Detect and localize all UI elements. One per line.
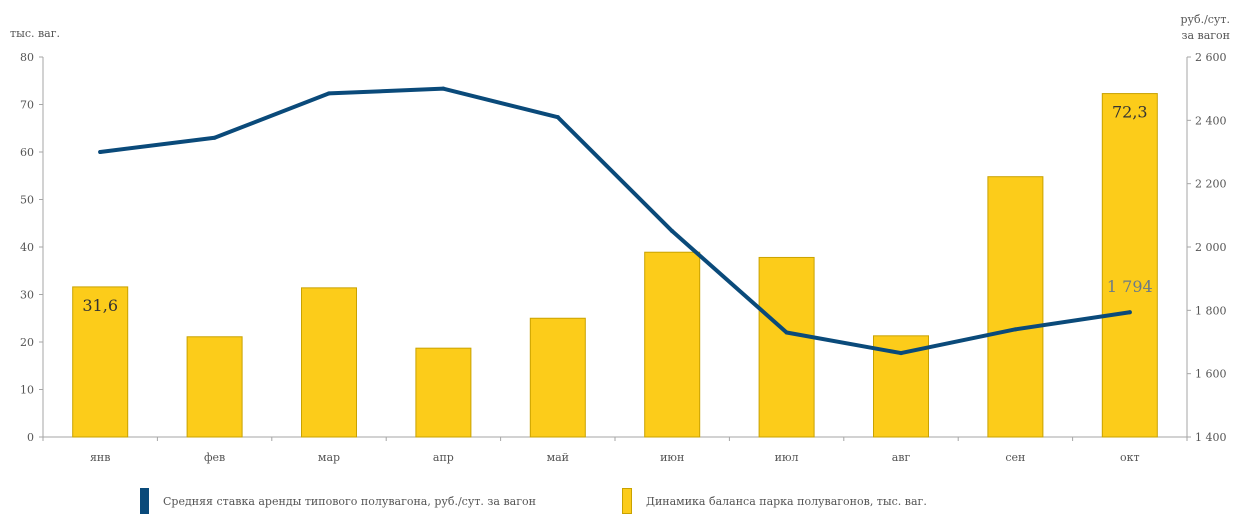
- line-point: [555, 115, 560, 120]
- left-axis-unit: тыс. ваг.: [10, 27, 60, 40]
- left-tick-label: 40: [20, 241, 34, 254]
- left-tick-label: 10: [20, 384, 34, 397]
- x-tick-label: янв: [90, 451, 110, 464]
- bar: [415, 347, 472, 438]
- bar: [72, 286, 129, 438]
- line-point: [1127, 310, 1132, 315]
- right-tick-label: 2 400: [1195, 114, 1227, 127]
- line-point: [212, 135, 217, 140]
- left-tick-label: 60: [20, 146, 34, 159]
- data-label: 1 794: [1107, 277, 1153, 296]
- line-point: [784, 330, 789, 335]
- bar: [301, 287, 357, 438]
- data-label: 72,3: [1112, 103, 1148, 122]
- line-point: [327, 91, 331, 96]
- legend-line-swatch: [140, 488, 149, 514]
- left-tick-label: 50: [20, 194, 34, 207]
- left-tick-label: 70: [20, 99, 34, 112]
- right-tick-label: 2 600: [1195, 51, 1227, 64]
- bar: [529, 317, 586, 438]
- left-tick-label: 20: [20, 336, 34, 349]
- bar: [1101, 93, 1158, 438]
- line-path: [98, 86, 1132, 356]
- bar: [758, 256, 815, 438]
- line-point: [670, 229, 675, 234]
- x-tick-label: июл: [775, 451, 799, 464]
- right-tick-label: 1 600: [1195, 368, 1227, 381]
- axes: 0 10 20 30 40 50 60 70 80 тыс. ваг. 1 400 1 600 1 80…: [10, 13, 1230, 464]
- left-tick-label: 30: [20, 289, 34, 302]
- legend-item-line: Средняя ставка аренды типового полувагон…: [140, 488, 536, 514]
- line-point: [899, 351, 903, 356]
- legend-line-label: Средняя ставка аренды типового полувагон…: [163, 494, 536, 508]
- legend-bar-label: Динамика баланса парка полувагонов, тыс.…: [646, 494, 927, 508]
- bar-series: [72, 93, 1158, 438]
- line-series: [98, 86, 1132, 356]
- line-point: [441, 86, 446, 91]
- x-tick-label: апр: [433, 451, 454, 464]
- bar: [186, 336, 243, 438]
- x-tick-label: июн: [660, 451, 684, 464]
- x-tick-label: авг: [892, 451, 911, 464]
- x-tick-label: окт: [1120, 451, 1140, 464]
- right-axis-unit-line1: руб./сут.: [1180, 13, 1230, 26]
- x-tick-label: мар: [318, 451, 340, 464]
- right-axis-unit-line2: за вагон: [1181, 29, 1230, 42]
- left-tick-label: 80: [20, 51, 34, 64]
- line-point: [98, 150, 103, 154]
- left-tick-label: 0: [27, 431, 34, 444]
- right-tick-label: 2 000: [1195, 241, 1227, 254]
- bar: [987, 176, 1044, 438]
- data-labels: 31,6 72,3 1 794: [82, 103, 1152, 315]
- x-tick-label: май: [547, 451, 569, 464]
- x-tick-label: фев: [204, 451, 225, 464]
- data-label: 31,6: [82, 296, 118, 315]
- right-tick-label: 1 800: [1195, 304, 1227, 317]
- right-tick-label: 1 400: [1195, 431, 1227, 444]
- right-tick-label: 2 200: [1195, 178, 1227, 191]
- legend-item-bar: Динамика баланса парка полувагонов, тыс.…: [622, 488, 927, 514]
- legend-bar-swatch: [622, 488, 632, 514]
- bar: [644, 251, 701, 438]
- x-tick-label: сен: [1005, 451, 1025, 464]
- line-point: [1013, 327, 1018, 332]
